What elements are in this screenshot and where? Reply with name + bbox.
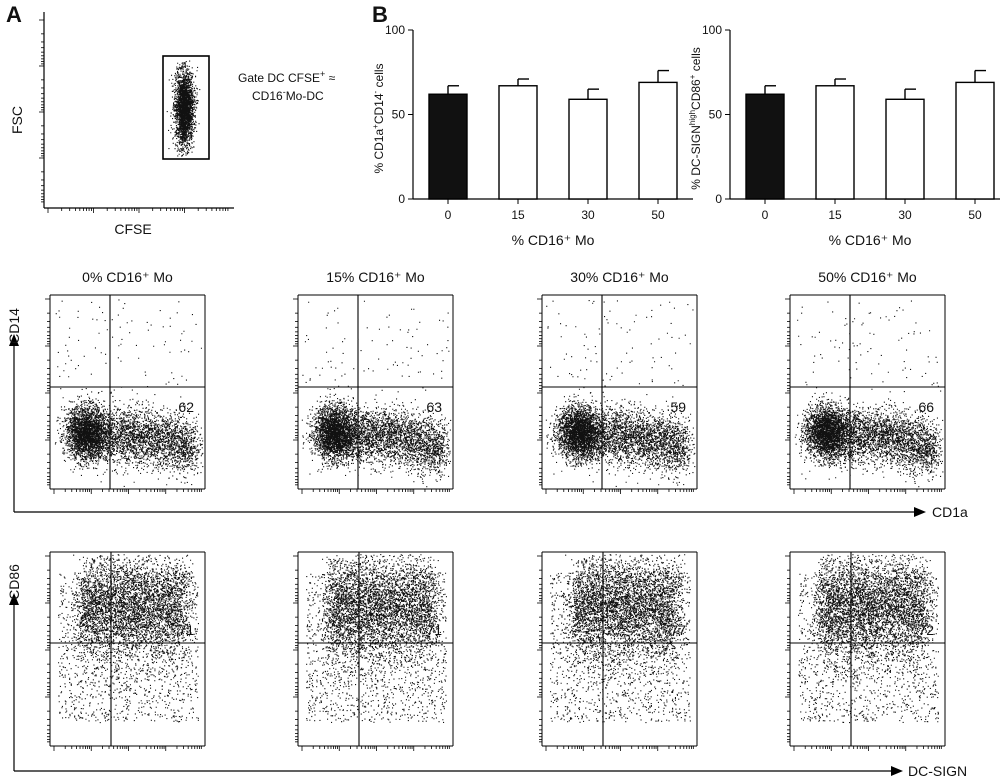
y-axis-label: % DC-SIGNhighCD86+ cells bbox=[688, 47, 703, 190]
gate-annotation-line2: CD16-Mo-DC bbox=[252, 87, 324, 103]
y-tick-label: 0 bbox=[398, 192, 405, 206]
x-tick-label: 0 bbox=[762, 208, 769, 222]
bar-30 bbox=[568, 98, 608, 200]
dot-cloud bbox=[545, 300, 696, 487]
y-tick-label: 50 bbox=[709, 108, 723, 122]
bar-15 bbox=[498, 85, 538, 200]
dcsign-arrow-head bbox=[891, 766, 903, 776]
bar-chart-cd1a: 0 50 100 0 15 30 50 % CD16⁺ Mo % CD1a+CD14- cell… bbox=[371, 23, 693, 248]
dot-cloud bbox=[798, 554, 939, 724]
cd86-plot-0: 71 bbox=[45, 551, 206, 751]
x-tick-label: 15 bbox=[828, 208, 842, 222]
cd86-arrow-head bbox=[9, 593, 19, 605]
dot-cloud bbox=[550, 554, 691, 724]
y-tick-label: 0 bbox=[715, 192, 722, 206]
panel-label-b: B bbox=[372, 2, 388, 27]
cd14-arrow-head bbox=[9, 334, 19, 346]
cd14-plot-0: 62 bbox=[45, 294, 206, 494]
column-title: 0% CD16⁺ Mo bbox=[82, 269, 173, 285]
dot-cloud bbox=[58, 554, 199, 724]
quadrant-value: 62 bbox=[178, 399, 194, 415]
x-tick-label: 0 bbox=[445, 208, 452, 222]
quadrant-value: 59 bbox=[670, 399, 686, 415]
y-tick-label: 100 bbox=[385, 23, 405, 37]
y-tick-label: 50 bbox=[392, 108, 406, 122]
x-tick-label: 50 bbox=[968, 208, 982, 222]
cd14-plot-3: 66 bbox=[785, 294, 946, 494]
y-axis-label: % CD1a+CD14- cells bbox=[371, 63, 386, 173]
x-tick-label: 30 bbox=[898, 208, 912, 222]
bar-0 bbox=[428, 93, 468, 200]
quadrant-value: 72 bbox=[918, 622, 934, 638]
dot-cloud bbox=[794, 300, 944, 488]
x-axis-label: % CD16⁺ Mo bbox=[829, 232, 912, 248]
gate-box bbox=[162, 55, 210, 160]
cd86-plot-1: 71 bbox=[293, 551, 454, 751]
cd14-plot-2: 59 bbox=[537, 294, 698, 494]
cd86-plot-3: 72 bbox=[785, 551, 946, 751]
gate-annotation-line1: Gate DC CFSE+ ≈ bbox=[238, 69, 336, 85]
quadrant-value: 71 bbox=[426, 622, 442, 638]
gate-y-label: FSC bbox=[9, 106, 25, 134]
quadrant-value: 66 bbox=[918, 399, 934, 415]
column-title: 30% CD16⁺ Mo bbox=[570, 269, 669, 285]
column-title: 15% CD16⁺ Mo bbox=[326, 269, 425, 285]
bar-50 bbox=[638, 81, 678, 200]
cd86-axis-label: CD86 bbox=[6, 564, 22, 600]
panel-label-a: A bbox=[6, 2, 22, 27]
flow-grid: 0% CD16⁺ Mo 15% CD16⁺ Mo 30% CD16⁺ Mo 50% C… bbox=[6, 269, 968, 779]
dcsign-axis-label: DC-SIGN bbox=[908, 763, 967, 779]
gate-ticks bbox=[39, 19, 229, 213]
x-axis-label: % CD16⁺ Mo bbox=[512, 232, 595, 248]
quadrant-value: 71 bbox=[178, 622, 194, 638]
x-tick-label: 15 bbox=[511, 208, 525, 222]
gate-dot-cloud bbox=[166, 60, 201, 157]
dot-cloud bbox=[54, 299, 204, 487]
cd14-axis-label: CD14 bbox=[6, 308, 22, 344]
bar-30 bbox=[885, 98, 925, 200]
dot-cloud bbox=[301, 300, 452, 488]
bar-50 bbox=[955, 81, 995, 200]
gate-plot: FSC CFSE Gate DC CFSE+ ≈ CD16-Mo-DC bbox=[9, 12, 336, 237]
dot-cloud bbox=[306, 554, 447, 723]
cd1a-arrow-head bbox=[914, 507, 926, 517]
bar-15 bbox=[815, 85, 855, 200]
quadrant-value: 63 bbox=[426, 399, 442, 415]
x-tick-label: 50 bbox=[651, 208, 665, 222]
cd86-plot-2: 77 bbox=[537, 551, 698, 751]
bar-chart-dcsign: 0 50 100 0 15 30 50 % CD16⁺ Mo % DC-SIGNhighCD86… bbox=[688, 23, 1000, 248]
column-title: 50% CD16⁺ Mo bbox=[818, 269, 917, 285]
cd14-plot-1: 63 bbox=[293, 294, 454, 494]
y-tick-label: 100 bbox=[702, 23, 722, 37]
cd1a-axis-label: CD1a bbox=[932, 504, 968, 520]
gate-x-label: CFSE bbox=[114, 221, 151, 237]
bar-0 bbox=[745, 93, 785, 200]
x-tick-label: 30 bbox=[581, 208, 595, 222]
gate-dots bbox=[166, 60, 201, 157]
quadrant-value: 77 bbox=[670, 622, 686, 638]
